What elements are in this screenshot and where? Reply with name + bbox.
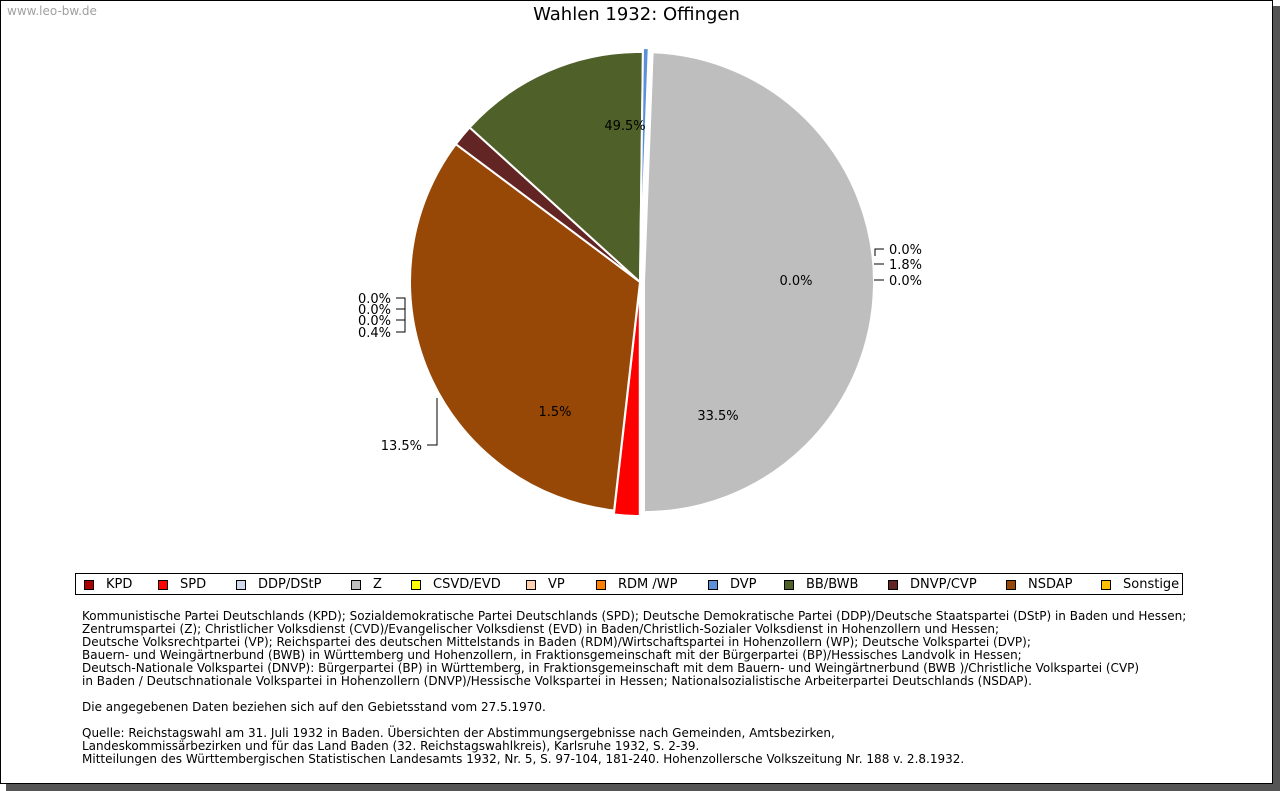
gebietsstand-note: Die angegebenen Daten beziehen sich auf … xyxy=(82,700,546,714)
party-note-line: in Baden / Deutschnationale Volkspartei … xyxy=(82,674,1032,688)
legend-swatch xyxy=(84,580,94,590)
chart-title: Wahlen 1932: Offingen xyxy=(533,4,740,25)
legend-label: Sonstige xyxy=(1123,577,1180,592)
pie-slice-dvp xyxy=(639,47,650,279)
data-label-csvd-evd: 0.0% xyxy=(358,292,391,307)
data-label-bb-bwb: 13.5% xyxy=(381,439,422,454)
data-label-dnvp-cvp: 1.5% xyxy=(538,405,571,420)
source-line: Quelle: Reichstagswahl am 31. Juli 1932 … xyxy=(82,726,835,740)
data-label-sonstige: 0.0% xyxy=(889,274,922,289)
legend-label: SPD xyxy=(180,577,207,592)
legend-swatch xyxy=(158,580,168,590)
source-notes: Quelle: Reichstagswahl am 31. Juli 1932 … xyxy=(82,727,1242,766)
source-line: Mitteilungen des Württembergischen Stati… xyxy=(82,752,965,766)
notes: Kommunistische Partei Deutschlands (KPD)… xyxy=(82,610,1242,779)
legend: KPD SPD DDP/DStP Z CSVD/EVD VP RDM /WP DVP BB/BW… xyxy=(75,573,1183,595)
legend-swatch xyxy=(708,580,718,590)
data-label-nsdap: 33.5% xyxy=(697,409,738,424)
leader-bb-bwb xyxy=(427,398,438,446)
legend-label: Z xyxy=(373,577,382,592)
party-note-line: Deutsche Volksrechtpartei (VP); Reichspa… xyxy=(82,635,1031,649)
party-notes: Kommunistische Partei Deutschlands (KPD)… xyxy=(82,610,1242,688)
legend-label: DVP xyxy=(730,577,757,592)
frame-shadow-right xyxy=(1273,6,1280,791)
data-label-spd: 1.8% xyxy=(889,258,922,273)
pie-slice-bb-bwb xyxy=(468,51,644,285)
watermark: www.leo-bw.de xyxy=(7,4,97,18)
data-label-kpd: 0.0% xyxy=(889,243,922,258)
data-label-vp: 0.0% xyxy=(358,303,391,318)
legend-swatch xyxy=(596,580,606,590)
legend-label: KPD xyxy=(106,577,133,592)
leader-kpd xyxy=(874,248,884,256)
legend-label: CSVD/EVD xyxy=(433,577,501,592)
legend-swatch xyxy=(236,580,246,590)
party-note-line: Kommunistische Partei Deutschlands (KPD)… xyxy=(82,609,1187,623)
party-note-line: Deutsch-Nationale Volkspartei (DNVP): Bü… xyxy=(82,661,1140,675)
legend-swatch xyxy=(1006,580,1016,590)
data-label-rdm-wp: 0.0% xyxy=(358,314,391,329)
pie-slice-z xyxy=(642,51,875,514)
data-label-ddp-dstp: 0.0% xyxy=(779,274,812,289)
pie-chart: 49.5%33.5%1.5%13.5%1.8%0.0%0.0%0.0%0.0%0… xyxy=(358,47,922,517)
source-line: Landeskommissärbezirken und für das Land… xyxy=(82,739,700,753)
legend-label: DNVP/CVP xyxy=(910,577,977,592)
data-label-dvp: 0.4% xyxy=(358,326,391,341)
legend-label: BB/BWB xyxy=(806,577,859,592)
legend-swatch xyxy=(888,580,898,590)
party-note-line: Bauern- und Weingärtnerbund (BWB) in Wür… xyxy=(82,648,1022,662)
legend-swatch xyxy=(526,580,536,590)
data-label-z: 49.5% xyxy=(604,119,645,134)
frame-shadow-bottom xyxy=(6,784,1280,791)
legend-label: RDM /WP xyxy=(618,577,678,592)
pie-slice-nsdap xyxy=(409,142,642,512)
legend-swatch xyxy=(351,580,361,590)
legend-label: DDP/DStP xyxy=(258,577,322,592)
legend-label: NSDAP xyxy=(1028,577,1073,592)
legend-label: VP xyxy=(548,577,565,592)
legend-swatch xyxy=(784,580,794,590)
party-note-line: Zentrumspartei (Z); Christlicher Volksdi… xyxy=(82,622,1000,636)
leader-left-group xyxy=(396,297,406,333)
legend-swatch xyxy=(411,580,421,590)
legend-swatch xyxy=(1101,580,1111,590)
